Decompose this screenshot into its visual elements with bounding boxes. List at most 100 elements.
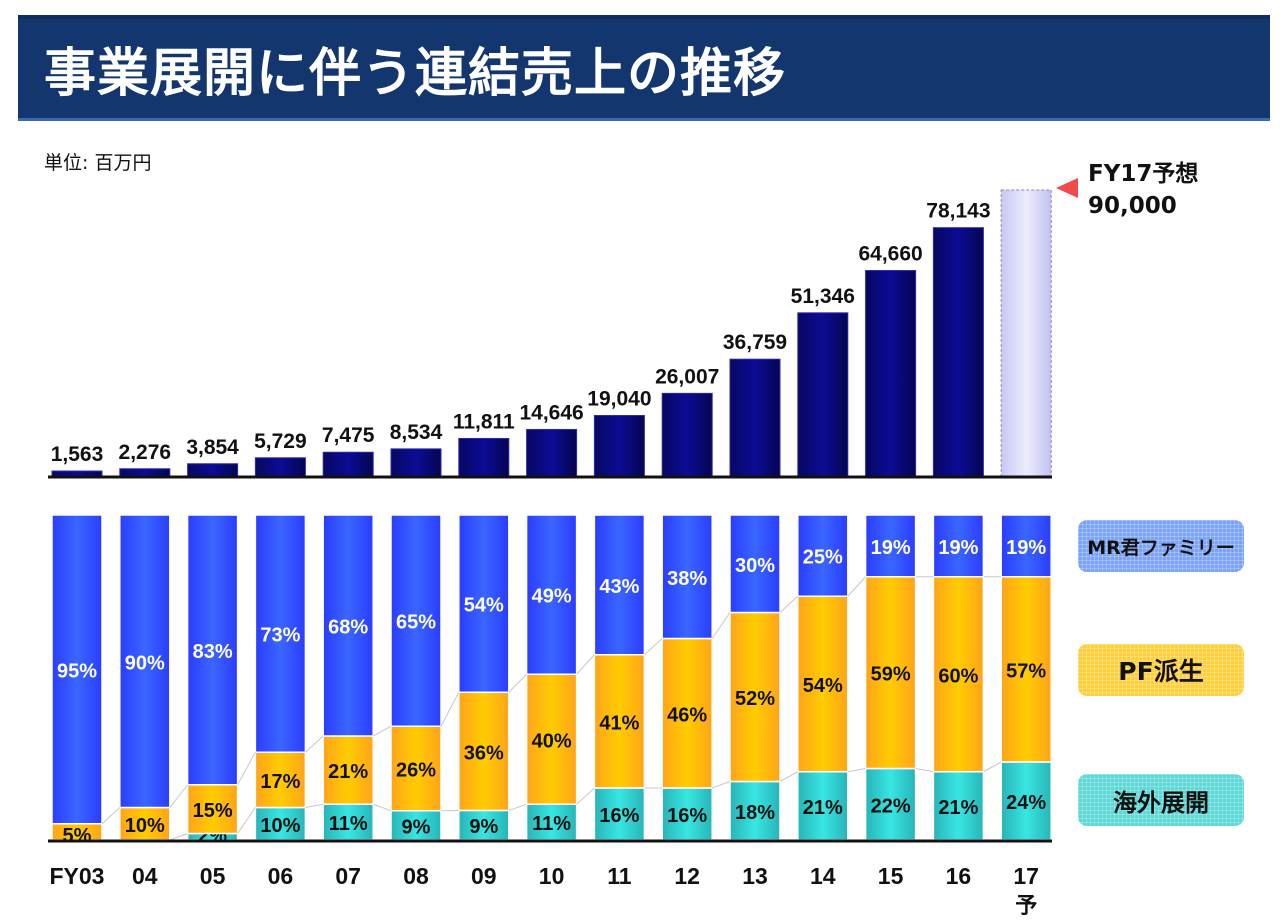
- x-tick-label: 17: [1013, 863, 1039, 889]
- pf-derived-segment-label: 41%: [599, 712, 639, 734]
- mr-family-segment: [593, 514, 646, 656]
- series-connector-line: [576, 654, 595, 675]
- x-axis-labels: FY03 04 05 06 07 08 09 10 11 12 13 14 15 16 17 予: [50, 863, 1039, 918]
- pf-derived-segment: [390, 725, 442, 812]
- overseas-segment: [322, 803, 374, 841]
- mr-family-segment: [186, 514, 239, 786]
- revenue-bar: [526, 428, 578, 477]
- mr-family-segment-label: 95%: [57, 660, 97, 682]
- x-tick-label: 06: [268, 863, 294, 889]
- x-tick-label: 08: [403, 863, 429, 889]
- pf-derived-segment: [119, 806, 171, 841]
- series-connector-line: [440, 692, 460, 727]
- revenue-bar: [51, 470, 103, 477]
- revenue-value-label: 7,475: [322, 424, 375, 447]
- pf-derived-segment: [729, 611, 781, 783]
- mr-family-segment: [322, 514, 374, 737]
- series-connector-line: [644, 638, 663, 656]
- series-connector-line: [169, 833, 188, 841]
- series-connector-line: [508, 673, 527, 693]
- legend-pf-derived: PF派生: [1078, 644, 1244, 696]
- series-connector-line: [169, 784, 188, 808]
- pf-derived-segment-label: 10%: [125, 815, 165, 837]
- pf-derived-segment-label: 36%: [464, 742, 504, 764]
- page-title: 事業展開に伴う連結売上の推移: [44, 44, 787, 104]
- mr-family-segment-label: 19%: [938, 537, 978, 559]
- series-connector-line: [915, 768, 934, 773]
- mr-family-segment-label: 25%: [803, 547, 843, 569]
- overseas-segment-label: 10%: [260, 815, 300, 837]
- mr-family-segment-label: 73%: [260, 625, 300, 647]
- mr-family-segment: [51, 514, 103, 825]
- pf-derived-segment: [661, 637, 713, 789]
- pf-derived-segment: [593, 654, 646, 789]
- legend-label-overseas: 海外展開: [1113, 788, 1209, 817]
- pf-derived-segment: [525, 673, 578, 805]
- mr-family-segment: [661, 514, 713, 640]
- overseas-segment-label: 16%: [599, 805, 639, 827]
- pf-derived-segment-label: 21%: [328, 761, 368, 783]
- overseas-segment-label: 18%: [735, 802, 775, 824]
- x-tick-label: 04: [132, 863, 158, 889]
- series-connector-line: [847, 768, 866, 773]
- mr-family-segment: [797, 514, 849, 597]
- x-tick-label: FY03: [50, 863, 105, 889]
- overseas-segment: [593, 787, 646, 841]
- revenue-bar: [119, 468, 171, 477]
- mr-family-segment: [729, 514, 781, 614]
- series-connector-line: [508, 803, 527, 811]
- pf-derived-segment-label: 52%: [735, 688, 775, 710]
- revenue-value-label: 78,143: [926, 200, 990, 223]
- mr-family-segment: [932, 514, 985, 578]
- pf-derived-segment-label: 40%: [532, 730, 572, 752]
- pf-derived-segment-label: 26%: [396, 760, 436, 782]
- series-connector-line: [983, 761, 1002, 773]
- series-connector-line: [779, 771, 799, 782]
- mr-family-segment-label: 83%: [193, 641, 233, 663]
- overseas-segment-label: 21%: [938, 797, 978, 819]
- x-tick-label: 15: [878, 863, 904, 889]
- pf-derived-segment-label: 17%: [260, 771, 300, 793]
- pf-derived-segment-label: 59%: [871, 664, 911, 686]
- revenue-bar: [593, 414, 645, 477]
- pf-derived-segment-label: 60%: [938, 665, 978, 687]
- mr-family-segment-label: 68%: [328, 617, 368, 639]
- mr-family-segment-label: 19%: [871, 537, 911, 559]
- series-connector-line: [711, 612, 731, 639]
- mr-family-segment-label: 65%: [396, 612, 436, 634]
- revenue-bar: [729, 358, 781, 477]
- revenue-value-label: 2,276: [119, 441, 172, 464]
- x-tick-label: 07: [335, 863, 361, 889]
- revenue-bar: [797, 312, 849, 477]
- overseas-segment-label: 22%: [871, 795, 911, 817]
- series-connector-line: [101, 807, 121, 825]
- mr-family-segment: [254, 514, 307, 753]
- revenue-bar: [254, 457, 306, 477]
- overseas-segment: [525, 803, 578, 841]
- mr-family-segment: [864, 514, 917, 578]
- mr-family-segment: [119, 514, 171, 809]
- series-connector-line: [712, 781, 731, 789]
- mr-family-segment-label: 54%: [464, 595, 504, 617]
- series-connector-line: [576, 787, 595, 805]
- series-connector-line: [779, 595, 799, 613]
- series-connector-line: [847, 576, 866, 597]
- revenue-value-label: 14,646: [519, 401, 583, 424]
- x-tick-label: 14: [810, 863, 836, 889]
- revenue-bar: [322, 451, 374, 477]
- revenue-value-label: 11,811: [453, 410, 515, 433]
- x-tick-label: 12: [674, 863, 700, 889]
- revenue-value-label: 51,346: [791, 285, 855, 308]
- x-tick-label: 13: [742, 863, 768, 889]
- revenue-value-label: 19,040: [587, 387, 651, 410]
- revenue-value-label: 5,729: [254, 430, 307, 453]
- pf-derived-segment-label: 5%: [63, 825, 92, 847]
- overseas-segment: [458, 809, 510, 841]
- revenue-bar: [390, 448, 442, 477]
- forecast-arrow-icon: [1056, 178, 1078, 198]
- mr-family-segment-label: 49%: [532, 586, 572, 608]
- mr-family-segment-label: 30%: [735, 555, 775, 577]
- forecast-note: FY17予想 90,000: [1088, 158, 1198, 222]
- revenue-value-label: 64,660: [858, 243, 922, 266]
